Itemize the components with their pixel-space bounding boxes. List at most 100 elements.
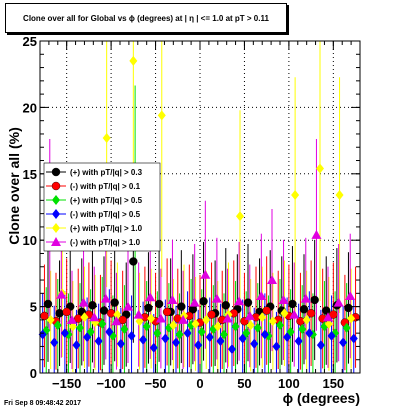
data-point bbox=[145, 292, 156, 302]
data-point bbox=[89, 312, 100, 322]
data-point bbox=[197, 326, 206, 337]
y-tick-label: 20 bbox=[23, 100, 37, 115]
data-point bbox=[222, 313, 233, 323]
legend-marker bbox=[51, 167, 61, 177]
data-point bbox=[162, 307, 172, 317]
data-point bbox=[98, 318, 107, 329]
y-tick-label: 0 bbox=[30, 366, 37, 381]
data-point bbox=[200, 269, 211, 279]
data-point bbox=[345, 290, 356, 300]
legend-marker bbox=[52, 195, 60, 205]
y-tick-label: 5 bbox=[30, 300, 37, 315]
x-tick-label: 100 bbox=[278, 376, 300, 391]
data-point bbox=[129, 257, 138, 266]
data-point bbox=[46, 314, 55, 325]
data-point bbox=[105, 326, 114, 337]
data-point bbox=[139, 334, 148, 345]
data-point bbox=[194, 340, 203, 351]
x-axis-label: ϕ (degrees) bbox=[283, 390, 360, 406]
data-point bbox=[169, 320, 178, 331]
y-tick-label: 15 bbox=[23, 167, 37, 182]
data-point bbox=[183, 328, 192, 339]
legend-box bbox=[43, 162, 161, 252]
legend-entry-label: (+) with pT/|q| > 0.5 bbox=[70, 196, 143, 205]
data-point bbox=[305, 328, 314, 339]
chart-title: Clone over all for Global vs ϕ (degrees)… bbox=[5, 3, 287, 33]
data-point bbox=[253, 322, 262, 333]
data-point bbox=[202, 314, 211, 325]
data-point bbox=[142, 321, 151, 332]
data-point bbox=[67, 314, 77, 324]
data-point bbox=[116, 338, 125, 349]
data-point bbox=[258, 312, 267, 323]
data-point bbox=[135, 316, 144, 327]
data-point bbox=[280, 308, 289, 319]
data-point bbox=[238, 333, 247, 344]
data-point bbox=[88, 301, 97, 310]
data-point bbox=[250, 338, 259, 349]
legend-entry-label: (-) with pT/|q| > 0.1 bbox=[70, 182, 141, 191]
data-point bbox=[102, 132, 111, 143]
data-point bbox=[133, 309, 144, 319]
data-point bbox=[76, 322, 84, 333]
data-point bbox=[154, 299, 164, 309]
data-point bbox=[191, 318, 200, 329]
data-point bbox=[110, 298, 119, 307]
data-point bbox=[322, 306, 331, 315]
data-point bbox=[288, 299, 297, 309]
data-point bbox=[100, 293, 111, 303]
data-point bbox=[236, 211, 244, 222]
y-tick-label: 10 bbox=[23, 233, 37, 248]
data-point bbox=[113, 309, 122, 320]
data-point bbox=[147, 313, 156, 324]
data-point bbox=[106, 309, 116, 318]
x-tick-label: 150 bbox=[322, 376, 344, 391]
data-point bbox=[267, 275, 277, 285]
data-point bbox=[53, 320, 62, 331]
data-point bbox=[316, 340, 325, 351]
data-point bbox=[205, 332, 214, 343]
data-point bbox=[83, 332, 92, 343]
tick-layer: −150 −100 −50 0 50 100 150 0 5 10 15 20 25 bbox=[23, 34, 361, 391]
data-point bbox=[62, 307, 71, 317]
data-point bbox=[161, 333, 170, 344]
y-axis-label: Clone over all (%) bbox=[6, 127, 22, 244]
data-point bbox=[310, 295, 319, 305]
data-point bbox=[207, 310, 216, 319]
x-tick-label: −100 bbox=[96, 376, 125, 391]
data-point bbox=[80, 312, 89, 323]
data-point bbox=[333, 297, 344, 307]
data-point bbox=[178, 314, 189, 324]
data-point bbox=[149, 342, 158, 353]
legend-entry-label: (-) with pT/|q| > 0.5 bbox=[70, 210, 141, 219]
data-point bbox=[199, 297, 208, 306]
data-point bbox=[50, 337, 59, 348]
data-point bbox=[272, 341, 281, 352]
data-point bbox=[347, 313, 356, 324]
data-point bbox=[342, 322, 351, 333]
data-point bbox=[243, 298, 253, 307]
data-point bbox=[153, 328, 162, 339]
data-point bbox=[177, 302, 186, 311]
data-point bbox=[127, 330, 136, 341]
legend-entry-label: (+) with pT/|q| > 0.3 bbox=[70, 168, 143, 177]
data-point bbox=[175, 329, 184, 340]
data-point bbox=[300, 293, 311, 303]
data-point bbox=[329, 310, 338, 319]
legend-marker bbox=[52, 223, 60, 233]
data-point bbox=[72, 340, 81, 351]
data-point bbox=[339, 337, 348, 348]
data-point bbox=[123, 301, 133, 311]
legend-marker bbox=[51, 237, 61, 246]
data-point bbox=[316, 163, 324, 174]
data-point bbox=[120, 324, 129, 335]
data-point bbox=[276, 320, 284, 331]
x-tick-label: 0 bbox=[196, 376, 203, 391]
legend: (+) with pT/|q| > 0.3 (-) with pT/|q| > 0… bbox=[43, 162, 161, 252]
data-point bbox=[213, 321, 222, 332]
y-tick-label: 25 bbox=[23, 34, 37, 49]
data-point bbox=[294, 336, 303, 347]
data-point bbox=[211, 293, 222, 303]
data-point bbox=[55, 309, 64, 318]
